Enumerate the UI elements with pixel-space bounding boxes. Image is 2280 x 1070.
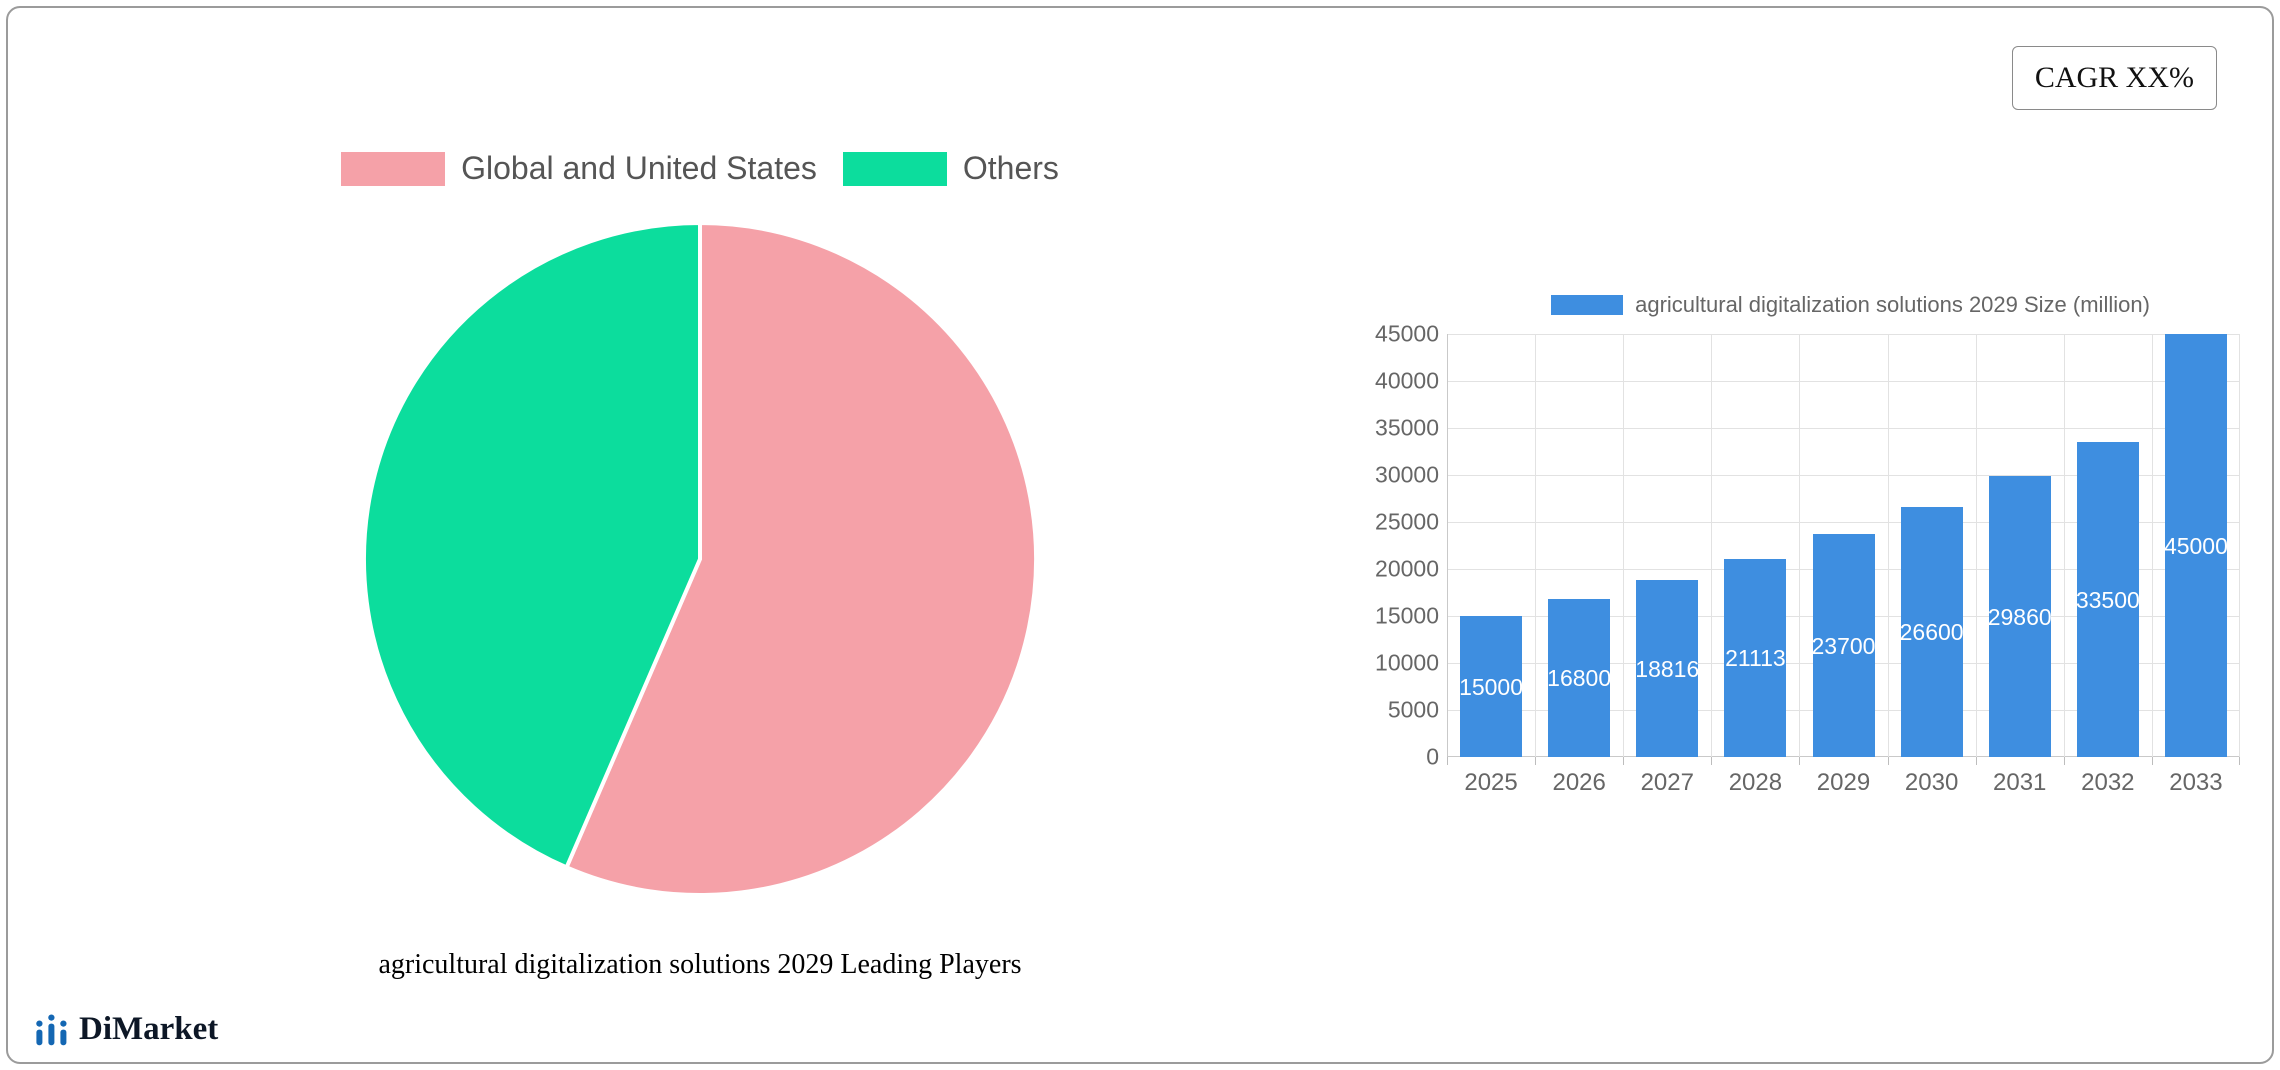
pie-legend-item-others[interactable]: Others [842, 150, 1059, 187]
gridline-vertical [2239, 334, 2240, 757]
bar-value-label: 23700 [1811, 632, 1876, 659]
y-tick-label: 45000 [1375, 320, 1439, 347]
gridline-vertical [2151, 334, 2153, 757]
gridline-vertical [1447, 334, 1448, 757]
bar-chart-body: 0 5000 10000 15000 20000 25000 30000 35000 40000… [1369, 321, 2254, 770]
gridline-vertical [1975, 334, 1977, 757]
bar-legend-swatch [1551, 295, 1624, 315]
bar-2027[interactable] [1636, 580, 1699, 757]
bar-value-label: 45000 [2163, 532, 2228, 559]
gridline-horizontal [1447, 381, 2240, 382]
y-tick-label: 15000 [1375, 602, 1439, 629]
x-tick [1887, 757, 1889, 765]
bar-2028[interactable] [1724, 558, 1787, 757]
gridline-horizontal [1447, 428, 2240, 429]
y-tick-label: 10000 [1375, 649, 1439, 676]
y-axis: 0 5000 10000 15000 20000 25000 30000 35000 40000… [1369, 321, 1439, 770]
x-category-label: 2032 [2081, 769, 2135, 796]
pie-chart [361, 220, 1039, 898]
gridline-vertical [1799, 334, 1801, 757]
bar-2026[interactable] [1548, 599, 1611, 757]
gridline-vertical [1535, 334, 1537, 757]
gridline-horizontal [1447, 334, 2240, 335]
bar-2031[interactable] [1988, 476, 2051, 757]
pie-legend-item-global[interactable]: Global and United States [341, 150, 817, 187]
gridline-vertical [1887, 334, 1889, 757]
x-tick [1799, 757, 1801, 765]
pie-legend-label-others: Others [962, 150, 1059, 186]
bar-legend-label: agricultural digitalization solutions 20… [1635, 292, 2150, 317]
gridline-vertical [1623, 334, 1625, 757]
brand-name: DiMarket [79, 1011, 219, 1047]
x-tick [2063, 757, 2065, 765]
y-tick-label: 20000 [1375, 555, 1439, 582]
x-category-label: 2026 [1552, 769, 1606, 796]
y-tick-label: 40000 [1375, 367, 1439, 394]
x-category-label: 2025 [1464, 769, 1518, 796]
x-category-label: 2027 [1640, 769, 1694, 796]
cagr-label: CAGR XX% [2034, 61, 2194, 94]
bar-2030[interactable] [1900, 506, 1963, 757]
x-tick [1623, 757, 1625, 765]
x-tick [1447, 757, 1448, 765]
bar-legend[interactable]: agricultural digitalization solutions 20… [1447, 292, 2254, 318]
gridline-horizontal [1447, 475, 2240, 476]
dimarket-logo-icon [36, 1014, 67, 1046]
bar-value-label: 29860 [1987, 603, 2052, 630]
y-tick-label: 0 [1426, 743, 1439, 770]
y-tick-label: 30000 [1375, 461, 1439, 488]
x-tick [2151, 757, 2153, 765]
bar-value-label: 33500 [2075, 586, 2140, 613]
bar-value-label: 16800 [1547, 665, 1612, 692]
y-tick-label: 25000 [1375, 508, 1439, 535]
pie-chart-section: Global and United States Others agricult… [320, 150, 1080, 981]
pie-legend-label-global: Global and United States [461, 150, 817, 186]
bar-value-label: 21113 [1725, 644, 1786, 671]
bar-plot-area: 15000 16800 18816 21113 23700 26600 29860 33500… [1447, 334, 2240, 765]
x-category-label: 2028 [1728, 769, 1783, 796]
x-tick [1535, 757, 1537, 765]
bar-value-label: 26600 [1899, 618, 1964, 645]
x-category-label: 2029 [1816, 769, 1871, 796]
y-tick-label: 35000 [1375, 414, 1439, 441]
pie-legend-swatch-global [341, 151, 446, 186]
bar-chart-section: agricultural digitalization solutions 20… [1369, 292, 2254, 801]
x-category-label: 2031 [1993, 769, 2047, 796]
pie-slice-1[interactable] [361, 220, 702, 870]
brand-footer: DiMarket [34, 1012, 218, 1046]
gridline-vertical [2063, 334, 2065, 757]
bar-2029[interactable] [1812, 534, 1875, 757]
bar-value-label: 15000 [1459, 673, 1524, 700]
cagr-badge: CAGR XX% [2011, 46, 2217, 110]
pie-slice-0[interactable] [564, 220, 1039, 898]
gridline-horizontal [1447, 522, 2240, 523]
bar-2033[interactable] [2164, 334, 2227, 757]
y-tick-label: 5000 [1387, 696, 1439, 723]
x-tick [1975, 757, 1977, 765]
bar-2025[interactable] [1460, 616, 1523, 757]
bar-value-label: 18816 [1635, 655, 1700, 682]
x-category-label: 2033 [2169, 769, 2223, 796]
bar-2032[interactable] [2076, 442, 2139, 757]
pie-legend: Global and United States Others [341, 150, 1059, 187]
x-tick [1711, 757, 1713, 765]
gridline-vertical [1711, 334, 1713, 757]
x-axis: 2025 2026 2027 2028 2029 2030 2031 2032 2033 [1447, 769, 2240, 801]
x-category-label: 2030 [1904, 769, 1959, 796]
pie-legend-swatch-others [842, 151, 947, 186]
report-card: CAGR XX% Global and United States Others… [6, 6, 2274, 1064]
pie-chart-title: agricultural digitalization solutions 20… [378, 949, 1022, 980]
x-tick [2239, 757, 2240, 765]
